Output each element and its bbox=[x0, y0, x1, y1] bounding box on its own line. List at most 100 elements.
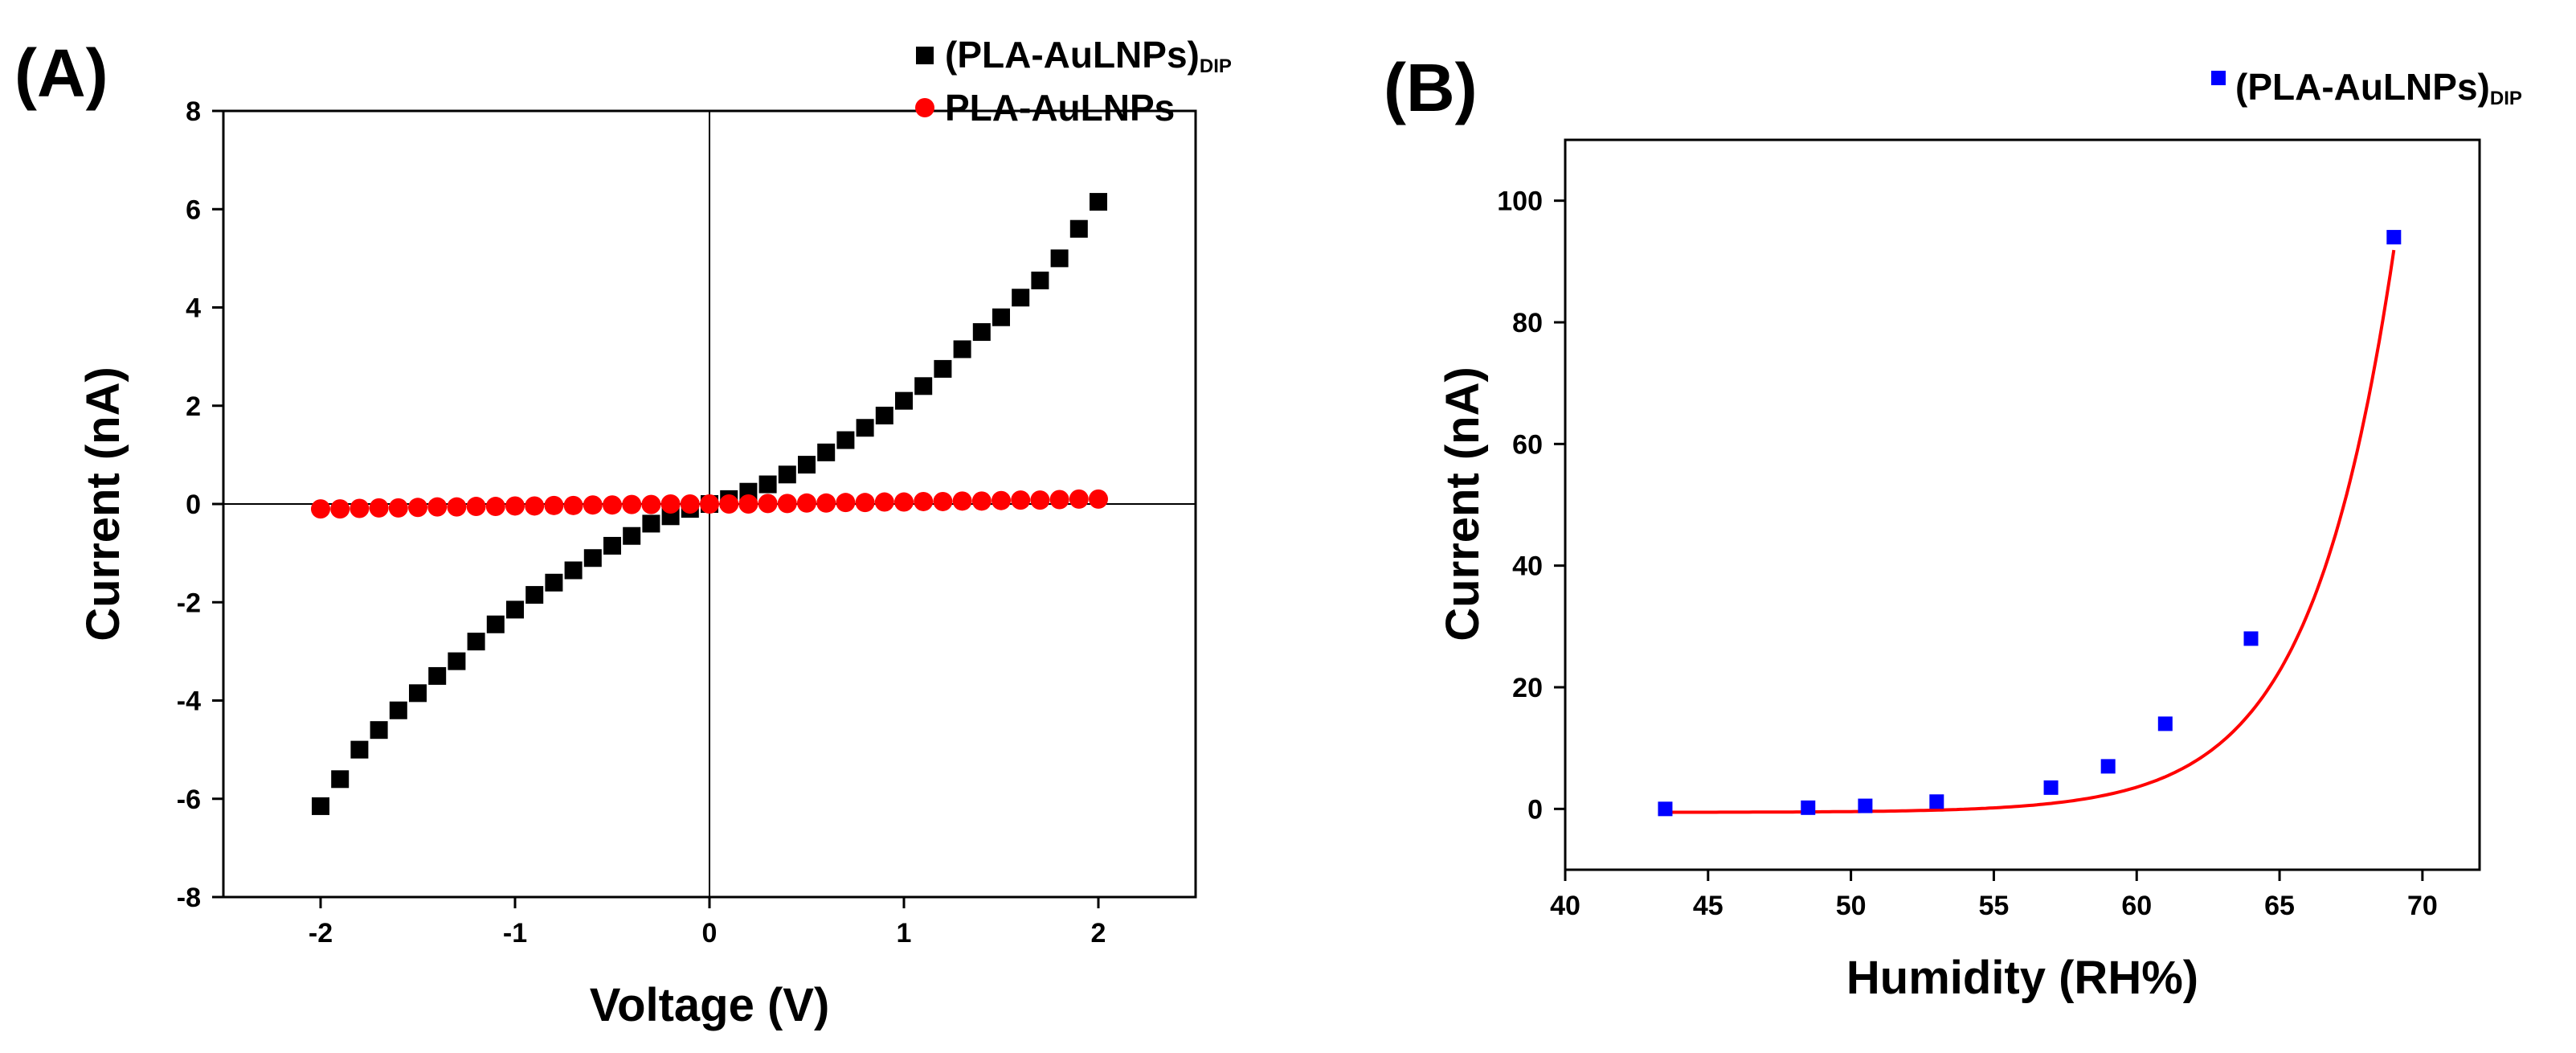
panel-b-point-s0 bbox=[1801, 800, 1816, 815]
legend-subscript-dip-a: DIP bbox=[1200, 55, 1232, 77]
panel-b-y-tick-label: 40 bbox=[1512, 551, 1543, 582]
panel-a-point-s0 bbox=[409, 684, 427, 703]
panel-a-point-s1 bbox=[447, 497, 467, 517]
panel-a-point-s0 bbox=[817, 443, 836, 461]
legend-entry-dip-a: (PLA-AuLNPs)DIP bbox=[945, 34, 1232, 77]
panel-a-point-s1 bbox=[563, 495, 583, 515]
panel-a-point-s0 bbox=[525, 586, 544, 604]
panel-a-point-s0 bbox=[836, 431, 855, 449]
panel-a-point-s1 bbox=[427, 497, 448, 517]
panel-a-y-tick-label: -8 bbox=[177, 883, 201, 913]
panel-a-point-s0 bbox=[467, 633, 485, 651]
panel-a-point-s1 bbox=[816, 493, 836, 513]
panel-a-point-s0 bbox=[1069, 219, 1088, 238]
panel-a-x-tick-label: 1 bbox=[897, 918, 912, 949]
panel-a-point-s1 bbox=[874, 492, 894, 512]
panel-a-point-s1 bbox=[992, 490, 1011, 510]
panel-a-y-tick-label: -4 bbox=[177, 686, 201, 717]
legend-label-pla-a: PLA-AuLNPs bbox=[945, 87, 1175, 129]
panel-a-point-s1 bbox=[1030, 490, 1050, 510]
panel-a-point-s0 bbox=[798, 456, 816, 474]
panel-a-point-s0 bbox=[1012, 289, 1030, 307]
panel-a-point-s1 bbox=[700, 494, 719, 514]
chart-panel-b: (B) 40 45 50 55 60 65 70 0 20 40 60 80 100 Humidity… bbox=[1384, 50, 2522, 1004]
panel-a-point-s1 bbox=[544, 495, 564, 515]
panel-a-point-s0 bbox=[1031, 271, 1049, 289]
panel-a-point-s1 bbox=[1069, 489, 1089, 509]
panel-a-point-s1 bbox=[485, 497, 505, 517]
panel-a-x-tick-label: -1 bbox=[503, 918, 527, 949]
panel-b-x-tick-label: 65 bbox=[2264, 891, 2295, 921]
panel-a-point-s0 bbox=[564, 561, 583, 580]
panel-b-point-s0 bbox=[2386, 230, 2402, 245]
panel-b-y-tick-label: 60 bbox=[1512, 429, 1543, 460]
x-ticks-a: -2 -1 0 1 2 bbox=[309, 897, 1106, 949]
panel-a-point-s1 bbox=[836, 493, 856, 513]
panel-a-label: (A) bbox=[14, 35, 108, 111]
panel-b-point-s0 bbox=[1929, 794, 1944, 809]
panel-a-point-s0 bbox=[389, 701, 407, 719]
panel-a-point-s1 bbox=[466, 497, 486, 517]
panel-a-point-s0 bbox=[972, 323, 991, 342]
y-axis-title-a: Current (nA) bbox=[77, 367, 129, 641]
fit-curve-b bbox=[1665, 249, 2396, 814]
panel-b-point-s0 bbox=[1858, 798, 1873, 813]
panel-a-point-s0 bbox=[506, 600, 524, 619]
panel-a-point-s0 bbox=[875, 406, 893, 424]
panel-a-point-s0 bbox=[914, 377, 933, 395]
panel-a-point-s1 bbox=[855, 493, 875, 513]
x-axis-title-a: Voltage (V) bbox=[590, 979, 830, 1031]
panel-a-point-s1 bbox=[758, 494, 778, 514]
panel-a-point-s1 bbox=[797, 493, 816, 513]
panel-a-point-s0 bbox=[778, 465, 796, 484]
panel-a-point-s0 bbox=[992, 308, 1010, 326]
legend-marker-circle-a bbox=[915, 98, 934, 117]
panel-a-point-s1 bbox=[1049, 490, 1069, 510]
panel-b-y-tick-label: 100 bbox=[1497, 186, 1543, 217]
panel-a-x-tick-label: 0 bbox=[702, 918, 718, 949]
panel-a-y-tick-label: 8 bbox=[186, 96, 201, 127]
panel-a-point-s0 bbox=[486, 615, 505, 633]
panel-a-x-tick-label: 2 bbox=[1091, 918, 1106, 949]
panel-b-x-tick-label: 60 bbox=[2121, 891, 2152, 921]
panel-a-point-s0 bbox=[934, 359, 952, 378]
legend-subscript-dip-b: DIP bbox=[2490, 88, 2522, 109]
panel-a-point-s1 bbox=[311, 499, 330, 519]
panel-a-point-s0 bbox=[603, 536, 621, 555]
legend-b: (PLA-AuLNPs)DIP bbox=[2211, 66, 2522, 109]
panel-b-point-s0 bbox=[2243, 631, 2259, 646]
panel-a-point-s1 bbox=[622, 494, 642, 514]
panel-a-y-tick-label: 4 bbox=[186, 293, 201, 324]
panel-b-x-tick-label: 70 bbox=[2407, 891, 2438, 921]
panel-a-point-s1 bbox=[660, 494, 681, 514]
panel-a-point-s1 bbox=[680, 494, 700, 514]
panel-b-x-tick-label: 40 bbox=[1550, 891, 1580, 921]
panel-a-point-s1 bbox=[914, 491, 934, 511]
panel-a-point-s1 bbox=[1089, 489, 1108, 509]
panel-a-point-s0 bbox=[545, 573, 563, 592]
panel-a-point-s1 bbox=[350, 498, 370, 518]
y-ticks-b: 0 20 40 60 80 100 bbox=[1497, 186, 1565, 825]
legend-label-dip-a: (PLA-AuLNPs) bbox=[945, 34, 1200, 76]
panel-b-point-s0 bbox=[2157, 716, 2173, 731]
panel-a-point-s0 bbox=[758, 475, 777, 494]
panel-a-point-s1 bbox=[894, 492, 914, 512]
panel-a-point-s0 bbox=[350, 740, 369, 759]
legend-a: (PLA-AuLNPs)DIP PLA-AuLNPs bbox=[915, 34, 1232, 129]
panel-a-point-s1 bbox=[641, 494, 661, 514]
chart-panel-a: (A) -2 -1 0 1 2 -8 -6 -4 -2 0 2 4 6 8 Voltage (V) Cu… bbox=[14, 34, 1232, 1031]
panel-a-point-s0 bbox=[331, 770, 350, 789]
panel-a-point-s1 bbox=[505, 496, 525, 516]
panel-b-y-tick-label: 0 bbox=[1527, 794, 1543, 825]
panel-a-point-s0 bbox=[370, 721, 388, 740]
panel-a-point-s0 bbox=[428, 666, 447, 685]
panel-a-point-s1 bbox=[933, 491, 953, 511]
legend-entry-dip-b: (PLA-AuLNPs)DIP bbox=[2235, 66, 2522, 109]
panel-a-point-s1 bbox=[971, 491, 992, 511]
legend-label-dip-b: (PLA-AuLNPs) bbox=[2235, 66, 2490, 108]
panel-b-x-tick-label: 50 bbox=[1836, 891, 1867, 921]
series-group-b bbox=[1658, 230, 2402, 817]
x-axis-title-b: Humidity (RH%) bbox=[1846, 952, 2198, 1004]
panel-a-x-tick-label: -2 bbox=[309, 918, 333, 949]
